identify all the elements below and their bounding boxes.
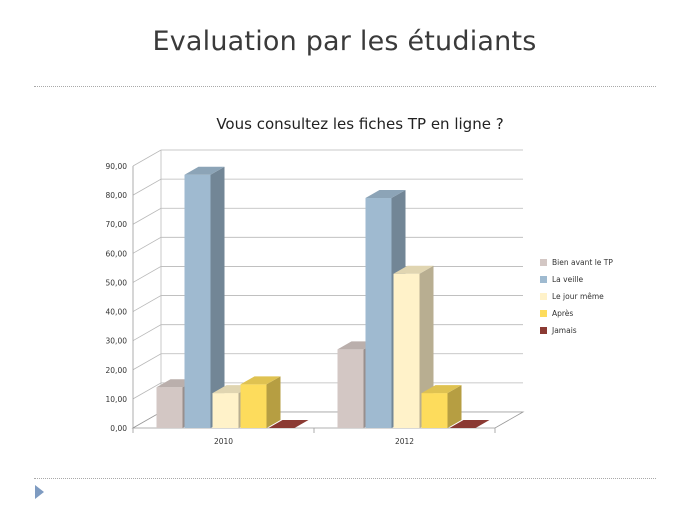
bar-Jamais-2010 xyxy=(268,420,309,428)
y-tick-label: 70,00 xyxy=(106,220,128,229)
slide-title: Evaluation par les étudiants xyxy=(152,26,537,57)
bar-Jamais-2012 xyxy=(449,420,490,428)
legend-item: Jamais xyxy=(540,322,613,339)
bar-Après-2010 xyxy=(240,376,281,428)
legend-item: Le jour même xyxy=(540,288,613,305)
y-tick-label: 0,00 xyxy=(110,424,127,433)
legend-swatch xyxy=(540,293,547,300)
x-category-label: 2010 xyxy=(214,437,233,446)
y-tick-label: 50,00 xyxy=(106,278,128,287)
legend-label: Après xyxy=(552,309,574,318)
legend-label: La veille xyxy=(552,275,584,284)
legend-swatch xyxy=(540,327,547,334)
legend-swatch xyxy=(540,310,547,317)
gridline xyxy=(132,149,523,167)
chart-title: Vous consultez les fiches TP en ligne ? xyxy=(216,115,504,133)
legend-item: Bien avant le TP xyxy=(540,254,613,271)
top-divider xyxy=(34,86,656,87)
y-tick-label: 90,00 xyxy=(106,162,128,171)
x-category-label: 2012 xyxy=(395,437,414,446)
legend-label: Bien avant le TP xyxy=(552,258,613,267)
bar-Après-2012 xyxy=(421,385,462,428)
legend-item: Après xyxy=(540,305,613,322)
y-tick-label: 80,00 xyxy=(106,191,128,200)
bar-Le jour même-2012 xyxy=(393,265,434,428)
bottom-divider xyxy=(34,478,656,479)
chart-legend: Bien avant le TP La veille Le jour même Apr… xyxy=(540,254,613,339)
y-tick-label: 30,00 xyxy=(106,337,128,346)
bar-La veille-2010 xyxy=(184,166,225,428)
legend-label: Le jour même xyxy=(552,292,604,301)
legend-label: Jamais xyxy=(552,326,577,335)
y-tick-label: 10,00 xyxy=(106,395,128,404)
legend-swatch xyxy=(540,276,547,283)
y-tick-label: 20,00 xyxy=(106,366,128,375)
legend-item: La veille xyxy=(540,271,613,288)
legend-swatch xyxy=(540,259,547,266)
slide-bullet-icon xyxy=(35,485,44,499)
y-tick-label: 60,00 xyxy=(106,249,128,258)
y-tick-label: 40,00 xyxy=(106,308,128,317)
